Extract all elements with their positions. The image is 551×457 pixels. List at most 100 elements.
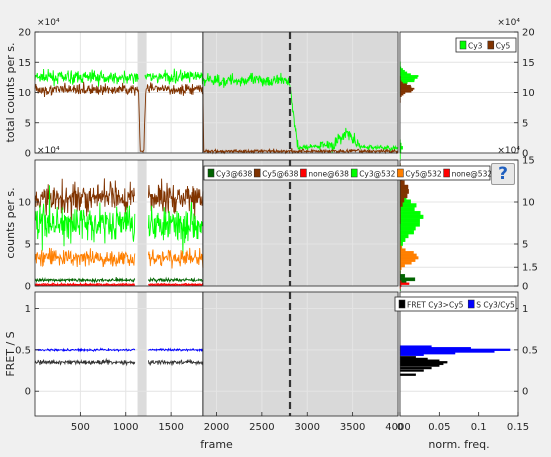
y-tick-label: 10 — [522, 88, 535, 99]
legend-label: none@532 — [452, 170, 493, 179]
histogram-bar-cy5-at-638 — [399, 197, 405, 203]
histogram-bar-none — [399, 286, 401, 289]
histogram-bar-none — [399, 282, 410, 285]
histogram-bar-cy3-at-532 — [399, 218, 420, 223]
histogram-bar-cy5-at-532 — [399, 248, 406, 252]
trace-stoichiometry — [34, 347, 204, 353]
y-tick-label: 5 — [522, 118, 528, 129]
x-tick-label: 0.05 — [428, 422, 450, 433]
legend-label: S Cy3/Cy5 — [476, 301, 515, 310]
histogram-bar-cy3-at-532 — [399, 230, 414, 235]
histogram-bar-cy3-at-532 — [399, 214, 424, 219]
x-tick-label: 2500 — [249, 422, 274, 433]
y-tick-label: 10 — [522, 198, 535, 209]
legend-label: Cy3@638 — [216, 170, 252, 179]
legend-label: none@638 — [308, 170, 349, 179]
legend-swatch — [253, 168, 261, 178]
histogram-bar-cy3 — [399, 145, 403, 150]
y-tick-label: 5 — [25, 118, 31, 129]
histogram-bar-cy3-at-638 — [399, 274, 406, 278]
trace-none-at-532 — [34, 283, 204, 287]
y-exponent-label: ×10⁴ — [497, 146, 520, 156]
help-button[interactable]: ? — [491, 163, 515, 185]
legend-swatch — [443, 168, 450, 178]
y-tick-label: 1.5 — [522, 263, 538, 274]
axes-fret-histogram — [399, 291, 519, 417]
legend-label: Cy5@532 — [405, 170, 441, 179]
legend-label: Cy5@638 — [262, 170, 298, 179]
trace-Cy3-at-532 — [34, 185, 204, 255]
y-tick-label: 1 — [522, 304, 528, 315]
histogram-bar-cy5 — [399, 86, 412, 89]
histogram-bar-cy5 — [399, 90, 412, 93]
histogram-bar-cy3-at-532 — [399, 207, 415, 212]
trace-cy3-total — [34, 68, 399, 153]
legend-totals: Cy3 Cy5 — [455, 37, 517, 53]
histogram-bar-cy3 — [399, 75, 419, 78]
histogram-bar-cy3 — [399, 73, 411, 76]
x-tick-label: 500 — [71, 422, 90, 433]
trace-cy5-total — [34, 81, 399, 155]
unselected-region-2 — [202, 292, 398, 416]
y-tick-label: 0.5 — [522, 345, 538, 356]
y-exponent-label: ×10⁴ — [497, 18, 520, 28]
y-tick-label: 15 — [522, 58, 535, 69]
y-tick-label: 5 — [25, 240, 31, 251]
y-tick-label: 20 — [522, 28, 535, 39]
axes-counts — [34, 159, 399, 287]
y-tick-label: 0 — [522, 282, 528, 293]
histogram-bar-cy3-at-532 — [399, 234, 409, 239]
legend-swatch — [487, 40, 495, 50]
x-tick-label: 4000 — [385, 422, 410, 433]
legend-label: FRET Cy3>Cy5 — [407, 301, 464, 310]
y-tick-label: 15 — [18, 58, 31, 69]
histogram-bar-cy3 — [399, 69, 405, 72]
y-exponent-label: ×10⁴ — [37, 18, 60, 28]
histogram-bar-cy3-at-532 — [399, 226, 416, 231]
histogram-bar-cy5-at-532 — [399, 253, 417, 257]
unselected-region-1 — [202, 160, 398, 286]
y-tick-label: 5 — [522, 240, 528, 251]
legend-label: Cy3 — [468, 42, 483, 51]
legend-label: Cy3@532 — [359, 170, 395, 179]
y-tick-label: 0 — [25, 282, 31, 293]
legend-box — [455, 37, 517, 53]
histogram-bar-cy5 — [399, 93, 404, 96]
y-tick-label: 0 — [25, 149, 31, 160]
legend-swatch — [467, 299, 475, 309]
histogram-bar-fret — [399, 369, 424, 372]
y-axis-label-total: total counts per s. — [4, 43, 17, 143]
excluded-frames-1 — [137, 160, 147, 286]
histogram-bar-cy3-at-532 — [399, 237, 406, 242]
histogram-bar-s — [399, 345, 432, 348]
histogram-bar-cy5 — [399, 84, 411, 87]
legend-swatch — [459, 40, 467, 50]
histogram-bar-fret — [399, 373, 416, 376]
histogram-bar-fret — [399, 366, 432, 370]
y-tick-label: 10 — [18, 198, 31, 209]
y-tick-label: 15 — [522, 156, 535, 167]
histogram-bar-cy5-at-638 — [399, 184, 409, 190]
histogram-bar-cy3-at-532 — [399, 210, 421, 216]
excluded-frames-2 — [137, 292, 147, 416]
trace-Cy5-at-532 — [34, 247, 204, 269]
y-axis-label-counts: counts per s. — [4, 187, 17, 258]
histogram-bar-cy3 — [399, 155, 401, 160]
histogram-bar-cy5 — [399, 83, 407, 86]
histogram-bar-cy5-at-532 — [399, 258, 416, 262]
histogram-bar-cy5 — [399, 92, 406, 95]
x-tick-label: 1500 — [158, 422, 183, 433]
legend-box — [394, 296, 517, 312]
histogram-bar-cy5-at-532 — [399, 264, 405, 268]
axes-counts-histogram — [399, 159, 519, 287]
histogram-bar-cy5-at-532 — [399, 261, 412, 265]
y-tick-label: 0 — [522, 387, 528, 398]
histogram-bar-cy5-at-638 — [399, 193, 408, 199]
x-tick-label: 3000 — [295, 422, 320, 433]
y-tick-label: 10 — [18, 88, 31, 99]
trace-Cy5-at-638 — [34, 178, 204, 222]
y-axis-label-fret: FRET / S — [4, 331, 17, 376]
legend-fret: FRET Cy3>Cy5 S Cy3/Cy5 — [394, 296, 517, 312]
histogram-bar-cy3 — [399, 76, 418, 79]
histogram-bar-cy3 — [399, 78, 415, 81]
